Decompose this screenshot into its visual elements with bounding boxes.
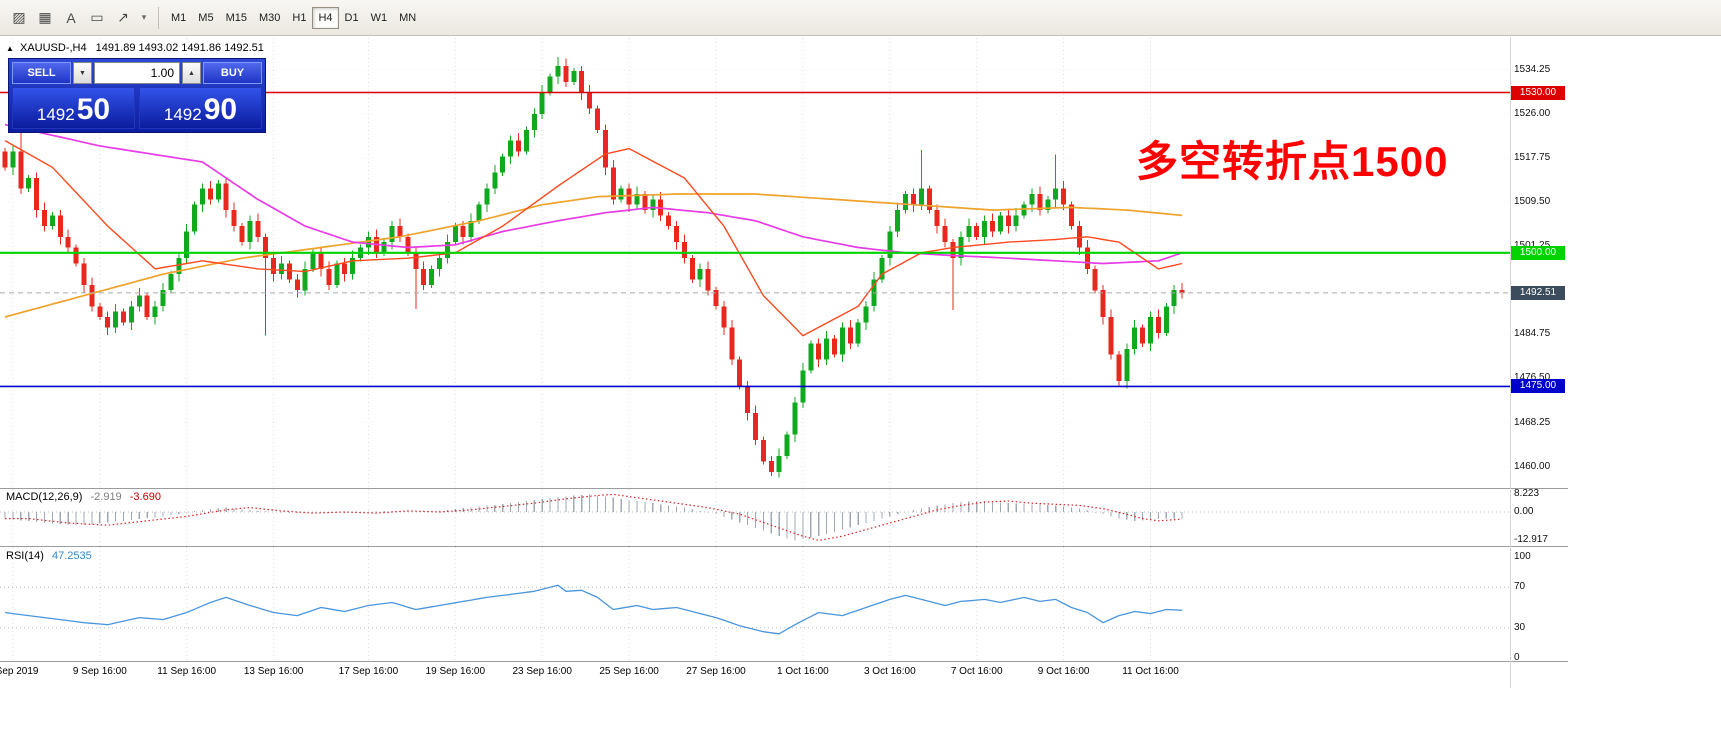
price-axis-label: 1484.75: [1514, 328, 1551, 340]
buy-price-pips: 90: [203, 93, 238, 126]
time-axis-label: 7 Oct 16:00: [950, 666, 1003, 677]
rsi-line[interactable]: [4, 584, 1183, 635]
rsi-name: RSI(14): [6, 550, 44, 562]
pane-separator[interactable]: [0, 488, 1568, 489]
tab-timeframe-D1[interactable]: D1: [344, 11, 359, 24]
time-axis-label: 23 Sep 16:00: [512, 666, 572, 677]
price-tag-1475.00: 1475.00: [1511, 379, 1565, 394]
symbol-ohlc-values: 1491.89 1493.02 1491.86 1492.51: [95, 42, 264, 54]
macd-axis-label: 8.223: [1514, 487, 1540, 499]
price-axis-label: 1468.25: [1514, 416, 1551, 428]
tab-timeframe-H1[interactable]: H1: [292, 11, 307, 24]
rsi-label-row: RSI(14) 47.2535: [6, 550, 92, 562]
sell-button[interactable]: SELL: [12, 62, 71, 84]
axis-separator: [1510, 37, 1511, 688]
rsi-value: 47.2535: [51, 550, 92, 562]
price-axis-label: 1517.75: [1514, 151, 1551, 163]
time-axis-label: 13 Sep 16:00: [243, 666, 304, 677]
price-axis-label: 1476.50: [1514, 372, 1551, 384]
ma-slow-line[interactable]: [4, 193, 1183, 318]
tab-timeframe-M15[interactable]: M15: [225, 11, 247, 24]
buy-price-display[interactable]: 1492 90: [139, 87, 262, 129]
macd-axis-label: 0.00: [1514, 506, 1534, 517]
price-axis-label: 1460.00: [1514, 460, 1551, 472]
grid-icon[interactable]: ▦: [38, 9, 52, 25]
price-axis-label: 1526.00: [1514, 107, 1551, 119]
tab-timeframe-W1[interactable]: W1: [370, 11, 388, 24]
timeframe-buttons: M1 M5 M15 M30 H1 H4 D1 W1 MN: [165, 6, 422, 29]
tab-timeframe-M30[interactable]: M30: [258, 11, 281, 24]
time-axis-label: 9 Oct 16:00: [1037, 666, 1090, 677]
tab-timeframe-MN[interactable]: MN: [399, 11, 417, 24]
time-axis-label: 11 Oct 16:00: [1122, 666, 1179, 677]
price-tag-1530.00: 1530.00: [1511, 85, 1565, 100]
top-toolbar: ▨ ▦ A ▭ ↗ ▾ M1 M5 M15 M30 H1 H4 D1 W1 MN: [0, 0, 1721, 36]
pane-separator: [0, 661, 1568, 662]
time-axis-label: 25 Sep 16:00: [599, 666, 659, 677]
symbol-name: XAUUSD-,H4: [19, 42, 87, 54]
shapes-caret-icon[interactable]: ▾: [141, 12, 147, 22]
time-axis-label: 17 Sep 16:00: [338, 666, 399, 677]
tab-timeframe-H4[interactable]: H4: [312, 6, 339, 29]
sell-price-main: 1492: [36, 104, 75, 124]
time-axis-label: 5 Sep 2019: [0, 666, 39, 677]
toolbar-separator: [158, 6, 159, 29]
buy-button[interactable]: BUY: [203, 62, 262, 84]
macd-signal-line[interactable]: [5, 493, 1183, 542]
text-tool-icon[interactable]: A: [66, 9, 76, 26]
macd-name: MACD(12,26,9): [6, 491, 83, 503]
drawing-toolbar: ▨ ▦ A ▭ ↗ ▾: [6, 6, 152, 30]
buy-price-main: 1492: [163, 104, 202, 124]
symbol-marker-icon: ▲: [6, 44, 14, 53]
rsi-canvas[interactable]: [0, 547, 1510, 661]
macd-axis-label: -12.917: [1514, 534, 1548, 546]
text-label-icon[interactable]: ▭: [90, 9, 104, 25]
rsi-axis-label: 30: [1514, 621, 1526, 633]
price-axis-label: 1534.25: [1514, 63, 1551, 75]
time-axis-label: 11 Sep 16:00: [157, 666, 217, 677]
tab-timeframe-M1[interactable]: M1: [171, 11, 187, 24]
symbol-header: ▲ XAUUSD-,H4 1491.89 1493.02 1491.86 149…: [6, 42, 264, 54]
time-axis-label: 3 Oct 16:00: [863, 666, 916, 677]
price-tag-1492.51: 1492.51: [1511, 285, 1565, 300]
macd-canvas[interactable]: [0, 489, 1510, 546]
sell-price-display[interactable]: 1492 50: [12, 87, 135, 129]
one-click-trade-panel: SELL ▼ 1.00 ▲ BUY 1492 50 1492 90: [8, 58, 266, 133]
time-axis-label: 1 Oct 16:00: [777, 666, 829, 677]
shapes-icon[interactable]: ↗: [117, 9, 129, 25]
volume-down-icon[interactable]: ▼: [73, 62, 92, 84]
time-axis-label: 19 Sep 16:00: [425, 666, 486, 677]
rsi-axis-label: 100: [1514, 551, 1531, 562]
rsi-axis-label: 0: [1514, 652, 1520, 663]
draw-tools-icon[interactable]: ▨: [12, 9, 26, 25]
ma-fast-line[interactable]: [4, 139, 1183, 337]
chart-annotation: 多空转折点1500: [1136, 138, 1449, 185]
sell-price-pips: 50: [76, 93, 111, 126]
macd-main-value: -2.919: [90, 491, 122, 503]
volume-input[interactable]: 1.00: [94, 62, 180, 84]
volume-up-icon[interactable]: ▲: [182, 62, 201, 84]
time-axis-label: 27 Sep 16:00: [686, 666, 746, 677]
time-axis-label: 9 Sep 16:00: [72, 666, 127, 677]
ma-mid-line[interactable]: [4, 123, 1183, 265]
pane-separator[interactable]: [0, 546, 1568, 547]
macd-label-row: MACD(12,26,9) -2.919 -3.690: [6, 491, 161, 503]
price-axis-label: 1501.25: [1514, 240, 1550, 251]
macd-signal-value: -3.690: [129, 491, 161, 503]
tab-timeframe-M5[interactable]: M5: [198, 11, 214, 24]
price-tag-1500.00: 1500.00: [1511, 245, 1565, 260]
rsi-axis-label: 70: [1514, 581, 1526, 593]
price-axis-label: 1509.50: [1514, 196, 1551, 208]
